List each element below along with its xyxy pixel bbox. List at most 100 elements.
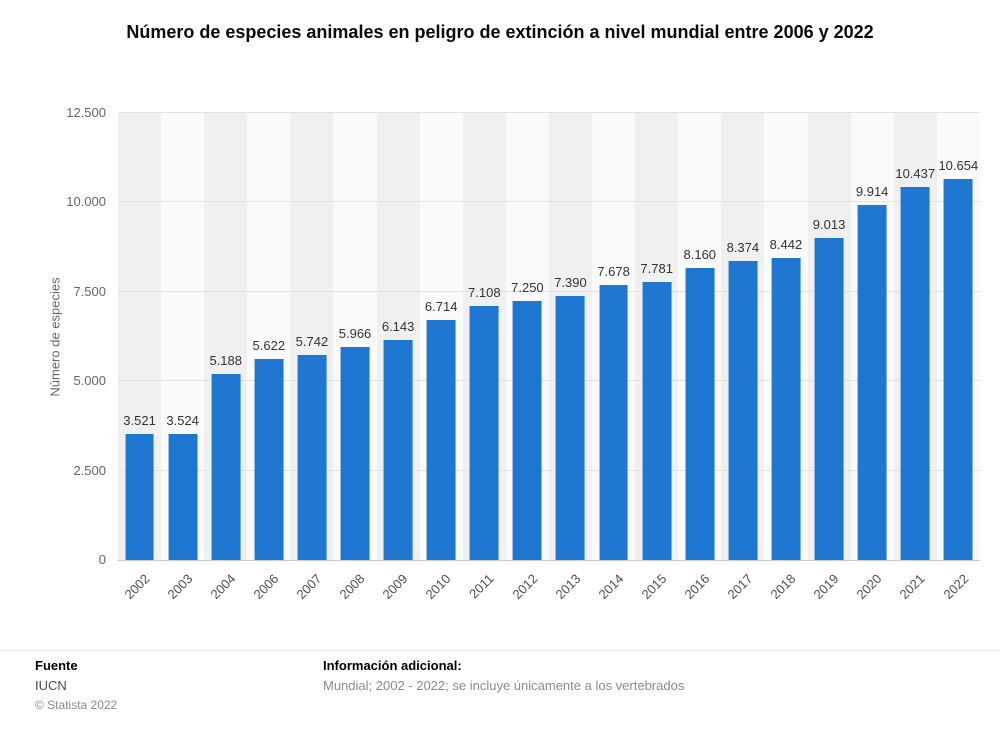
x-axis-labels: 2002 2003 2004 2006 2007 2008 2009 2010 2011 2012… <box>118 563 980 615</box>
bar-2019[interactable] <box>814 237 844 560</box>
bar-2002[interactable] <box>125 434 154 560</box>
bar-2021[interactable] <box>900 186 930 560</box>
copyright: © Statista 2022 <box>35 698 118 712</box>
x-label-cell: 2016 <box>678 563 721 615</box>
bar-column-2021: 10.437 <box>894 113 937 560</box>
bar-2008[interactable] <box>340 346 370 560</box>
y-tick-label: 0 <box>98 552 106 567</box>
bar-2014[interactable] <box>599 285 629 560</box>
x-label-cell: 2017 <box>721 563 764 615</box>
bar-2006[interactable] <box>254 358 284 560</box>
bar-2015[interactable] <box>642 281 672 560</box>
bar-column-2002: 3.521 <box>118 113 161 560</box>
x-tick-label: 2006 <box>250 571 282 603</box>
bar-2010[interactable] <box>426 319 456 560</box>
bar-2013[interactable] <box>556 295 585 560</box>
bar-2016[interactable] <box>685 268 715 560</box>
x-tick-label: 2007 <box>293 571 325 603</box>
x-tick-label: 2003 <box>164 571 196 603</box>
x-label-cell: 2006 <box>247 563 290 615</box>
x-tick-label: 2008 <box>336 571 368 603</box>
bar-value-label: 9.013 <box>812 216 846 232</box>
bar-column-2010: 6.714 <box>420 113 463 560</box>
bar-2009[interactable] <box>383 340 413 560</box>
bar-2011[interactable] <box>469 305 499 560</box>
bar-value-label: 5.742 <box>295 333 329 349</box>
gridline <box>118 290 980 292</box>
x-tick-label: 2004 <box>207 571 239 603</box>
x-label-cell: 2021 <box>894 563 937 615</box>
x-tick-label: 2014 <box>595 571 627 603</box>
x-label-cell: 2013 <box>549 563 592 615</box>
x-tick-label: 2013 <box>552 571 584 603</box>
bar-value-label: 7.250 <box>511 279 544 295</box>
x-tick-label: 2016 <box>681 571 713 603</box>
bar-column-2011: 7.108 <box>463 113 506 560</box>
bar-column-2006: 5.622 <box>247 113 290 560</box>
bar-column-2022: 10.654 <box>937 113 980 560</box>
x-tick-label: 2011 <box>466 571 498 602</box>
bar-column-2012: 7.250 <box>506 113 549 560</box>
gridline <box>118 380 980 382</box>
bar-column-2003: 3.524 <box>161 113 204 560</box>
x-tick-label: 2015 <box>638 571 670 603</box>
bar-value-label: 7.678 <box>597 264 630 280</box>
bar-column-2016: 8.160 <box>678 113 721 560</box>
x-tick-label: 2018 <box>767 571 799 603</box>
bar-value-label: 8.374 <box>726 239 760 255</box>
bar-column-2004: 5.188 <box>204 113 247 560</box>
bar-value-label: 3.521 <box>123 413 156 429</box>
x-label-cell: 2012 <box>506 563 549 615</box>
bar-2020[interactable] <box>857 205 887 560</box>
bar-2018[interactable] <box>771 258 801 560</box>
chart-title: Número de especies animales en peligro d… <box>0 18 1000 47</box>
bar-column-2009: 6.143 <box>377 113 420 560</box>
bar-value-label: 8.442 <box>769 237 803 253</box>
x-label-cell: 2014 <box>592 563 635 615</box>
y-tick-label: 7.500 <box>73 283 106 299</box>
y-tick-label: 5.000 <box>73 373 106 389</box>
info-label: Información adicional: <box>323 658 462 673</box>
x-tick-label: 2022 <box>940 571 972 603</box>
bar-value-label: 6.714 <box>424 298 458 314</box>
bar-2004[interactable] <box>211 374 241 560</box>
x-label-cell: 2020 <box>851 563 894 615</box>
bar-column-2007: 5.742 <box>290 113 333 560</box>
source-label: Fuente <box>35 658 78 673</box>
bar-value-label: 3.524 <box>166 412 199 428</box>
bar-2012[interactable] <box>512 300 542 560</box>
source-block: Fuente IUCN © Statista 2022 <box>35 658 117 712</box>
x-tick-label: 2009 <box>379 571 411 603</box>
bar-2022[interactable] <box>943 179 973 560</box>
footer: Fuente IUCN © Statista 2022 Información … <box>0 650 1000 743</box>
bar-value-label: 8.160 <box>683 247 717 263</box>
bar-value-label: 5.188 <box>209 353 243 369</box>
x-label-cell: 2018 <box>764 563 807 615</box>
x-label-cell: 2009 <box>377 563 420 615</box>
bar-value-label: 7.781 <box>640 260 673 276</box>
bar-column-2014: 7.678 <box>592 113 635 560</box>
x-tick-label: 2021 <box>896 571 928 603</box>
bar-column-2019: 9.013 <box>808 113 851 560</box>
x-tick-label: 2012 <box>509 571 541 603</box>
bars-layer: 3.521 3.524 5.188 5.622 5.742 5.966 6.143 6.714… <box>118 113 980 560</box>
x-tick-label: 2010 <box>422 571 454 603</box>
source-name: IUCN <box>35 678 67 693</box>
info-block: Información adicional: Mundial; 2002 - 2… <box>323 658 684 693</box>
bar-2007[interactable] <box>297 354 327 560</box>
y-tick-label: 10.000 <box>66 194 106 210</box>
bar-value-label: 7.390 <box>554 274 587 290</box>
bar-2017[interactable] <box>728 260 758 560</box>
y-tick-label: 2.500 <box>73 462 106 478</box>
x-tick-label: 2002 <box>121 571 153 603</box>
bar-column-2008: 5.966 <box>333 113 376 560</box>
bar-column-2020: 9.914 <box>851 113 894 560</box>
bar-2003[interactable] <box>168 433 198 560</box>
bar-value-label: 5.622 <box>252 337 286 353</box>
x-label-cell: 2003 <box>161 563 204 615</box>
x-label-cell: 2004 <box>204 563 247 615</box>
bar-column-2015: 7.781 <box>635 113 678 560</box>
bar-value-label: 6.143 <box>381 319 415 335</box>
bar-value-label: 5.966 <box>338 325 372 341</box>
gridline <box>118 201 980 203</box>
